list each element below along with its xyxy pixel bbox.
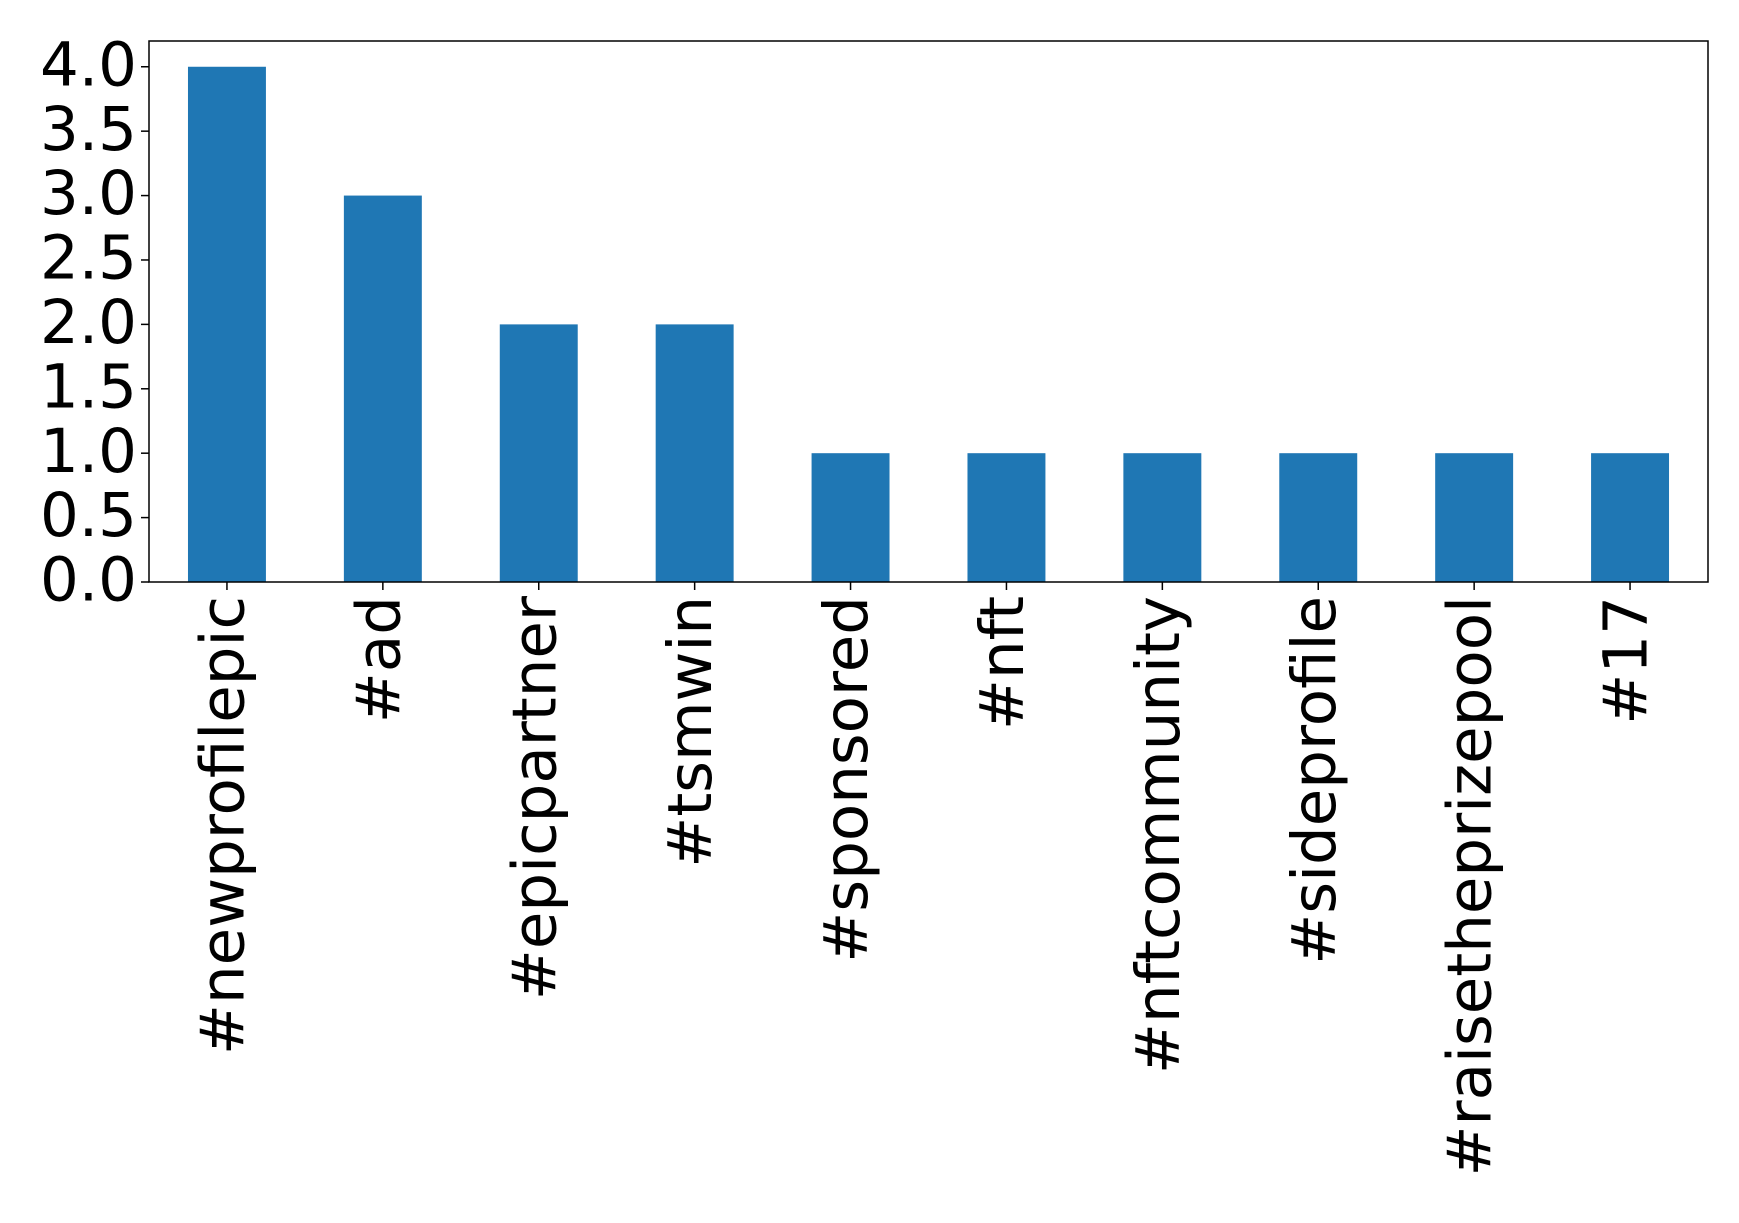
bar xyxy=(1279,453,1358,582)
x-tick-label: #newprofilepic xyxy=(188,596,259,1055)
bar xyxy=(1591,453,1670,582)
x-tick-label: #epicpartner xyxy=(499,595,570,1000)
bar xyxy=(187,66,266,582)
bar xyxy=(1435,453,1514,582)
bar xyxy=(1123,453,1202,582)
x-tick-label: #ad xyxy=(343,596,414,723)
y-tick-label: 3.5 xyxy=(40,94,137,165)
y-tick-label: 4.0 xyxy=(40,29,137,100)
x-tick-label: #17 xyxy=(1591,596,1662,725)
y-tick-label: 0.5 xyxy=(40,480,137,551)
y-tick-label: 1.0 xyxy=(40,416,137,487)
bar xyxy=(499,324,578,582)
x-tick-label: #nft xyxy=(967,596,1038,730)
bar xyxy=(967,453,1046,582)
x-tick-label: #sponsored xyxy=(811,596,882,963)
y-tick-label: 1.5 xyxy=(40,351,137,422)
y-tick-label: 2.0 xyxy=(40,287,137,358)
x-tick-label: #tsmwin xyxy=(655,596,726,868)
x-tick-label: #raisetheprizepool xyxy=(1435,596,1506,1177)
y-tick-label: 3.0 xyxy=(40,158,137,229)
bar xyxy=(655,324,734,582)
x-tick-label: #nftcommunity xyxy=(1123,596,1194,1074)
y-tick-label: 0.0 xyxy=(40,545,137,616)
bar xyxy=(811,453,890,582)
plot-frame xyxy=(148,40,1709,583)
y-tick-label: 2.5 xyxy=(40,223,137,294)
bar xyxy=(343,195,422,583)
x-tick-label: #sideprofile xyxy=(1279,596,1350,965)
